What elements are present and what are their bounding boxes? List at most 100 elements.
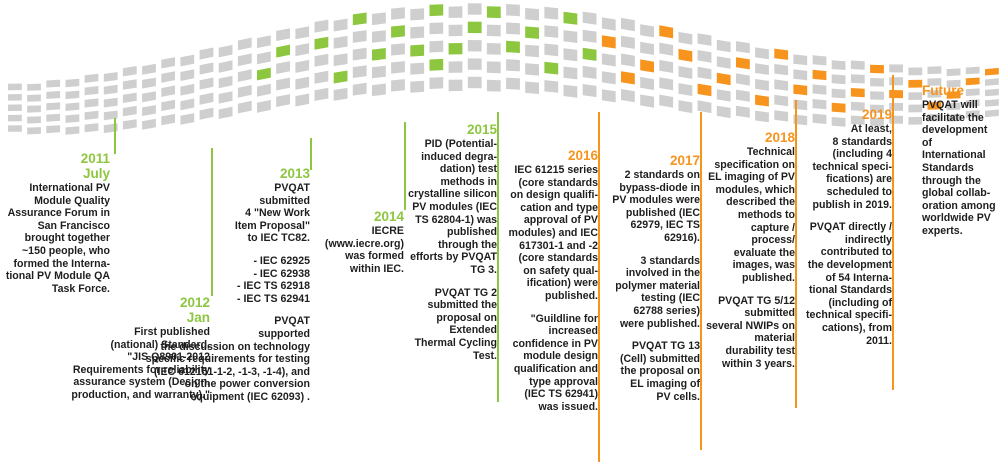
ribbon-tile-gray: [812, 99, 827, 110]
ribbon-tile-gray: [122, 66, 137, 77]
ribbon-tile-gray: [180, 83, 195, 96]
entry-2011: 2011 July International PV Module Qualit…: [0, 151, 110, 295]
text2-2015: PVQAT TG 2 submitted the proposal on Ext…: [414, 286, 497, 362]
ribbon-tile-gray: [659, 42, 674, 56]
entry-2012: 2012 Jan First published (national) Stan…: [0, 295, 210, 402]
ribbon-tile-gray: [429, 77, 444, 89]
ribbon-tile-gray: [812, 55, 827, 66]
ribbon-tile-gray: [544, 80, 559, 93]
ribbon-tile-gray: [946, 79, 961, 88]
ribbon-tile-gray: [448, 24, 463, 37]
ribbon-tile-gray: [372, 30, 386, 43]
ribbon-tile-gray: [237, 53, 252, 67]
ribbon-tile-gray: [352, 82, 367, 96]
ribbon-tile-orange: [908, 79, 923, 88]
ribbon-tile-gray: [103, 72, 118, 82]
ribbon-tile-gray: [122, 79, 137, 90]
ribbon-tile-gray: [755, 47, 769, 60]
ribbon-tile-gray: [927, 78, 942, 86]
ribbon-tile-gray: [448, 6, 463, 18]
text2-2013: PVQAT supported the discussion on techno…: [145, 315, 310, 403]
ribbon-tile-gray: [486, 79, 501, 92]
ribbon-tile-gray: [142, 77, 156, 89]
ribbon-tile-gray: [946, 68, 961, 77]
ribbon-tile-green: [563, 11, 578, 25]
ribbon-tile-orange: [812, 69, 827, 81]
ribbon-tile-gray: [946, 102, 961, 111]
ribbon-tile-gray: [8, 114, 22, 122]
ribbon-tile-gray: [84, 123, 99, 133]
ribbon-tile-gray: [448, 79, 463, 92]
ribbon-tile-gray: [659, 77, 674, 91]
ribbon-tile-gray: [486, 24, 501, 37]
ribbon-tile-gray: [774, 79, 789, 91]
entry-2019: 2019 At least, 8 standards (including 4 …: [782, 107, 892, 347]
ribbon-tile-gray: [352, 65, 367, 78]
ribbon-tile-gray: [103, 97, 118, 108]
text-2013: PVQAT submitted 4 "New Work Item Proposa…: [234, 182, 310, 245]
text-2016: IEC 61215 series (core standards on desi…: [508, 164, 598, 302]
ribbon-tile-gray: [257, 35, 271, 49]
ribbon-tile-gray: [410, 62, 425, 75]
text3-2017: PVQAT TG 13 (Cell) submitted the proposa…: [619, 340, 700, 403]
ribbon-tile-gray: [391, 7, 405, 20]
ribbon-tile-gray: [276, 28, 290, 42]
ribbon-tile-gray: [391, 79, 405, 92]
ribbon-tile-gray: [295, 93, 310, 107]
ribbon-tile-gray: [908, 116, 923, 125]
entry-2017: 2017 2 standards on bypass-diode in PV m…: [590, 153, 700, 403]
ribbon-tile-gray: [276, 77, 290, 91]
ribbon-tile-gray: [333, 53, 348, 67]
ribbon-tile-gray: [697, 100, 712, 114]
ribbon-tile-gray: [314, 53, 329, 67]
ribbon-tile-gray: [544, 6, 559, 20]
ribbon-tile-gray: [372, 12, 386, 26]
entry-2018: 2018 Technical specification on EL imagi…: [685, 130, 795, 370]
ribbon-tile-gray: [601, 71, 616, 85]
ribbon-tile-gray: [736, 73, 750, 86]
year-2014: 2014: [373, 209, 404, 224]
ribbon-tile-gray: [716, 105, 731, 119]
ribbon-tile-gray: [965, 99, 980, 107]
ribbon-tile-gray: [736, 41, 750, 54]
ribbon-tile-orange: [621, 71, 635, 85]
ribbon-tile-gray: [965, 88, 980, 97]
ribbon-tile-gray: [525, 44, 539, 58]
entry-2013: 2013 PVQAT submitted 4 "New Work Item Pr…: [70, 166, 310, 404]
ribbon-tile-gray: [755, 79, 769, 91]
ribbon-tile-gray: [621, 53, 635, 67]
year-2012: 2012: [179, 295, 210, 310]
line-2019: [892, 75, 894, 390]
month-2011: July: [82, 166, 110, 181]
ribbon-tile-gray: [27, 83, 41, 91]
ribbon-tile-gray: [985, 109, 999, 118]
ribbon-tile-green: [467, 21, 482, 34]
ribbon-tile-gray: [889, 64, 903, 73]
ribbon-tile-gray: [793, 54, 808, 66]
entry-2015: 2015 PID (Potential- induced degra- dati…: [357, 122, 497, 362]
ribbon-tile-green: [525, 26, 539, 39]
entry-future: Future PVQAT will facilitate the develop…: [922, 83, 1000, 238]
ribbon-tile-gray: [276, 61, 290, 74]
entry-2014: 2014 IECRE (www.iecre.org) was formed wi…: [284, 209, 404, 275]
ribbon-tile-gray: [640, 76, 654, 91]
year-future: Future: [922, 83, 964, 98]
ribbon-tile-gray: [8, 83, 22, 91]
ribbon-tile-green: [314, 36, 329, 50]
ribbon-tile-gray: [774, 64, 789, 76]
ribbon-tile-gray: [582, 84, 597, 98]
line-2018: [795, 100, 797, 408]
ribbon-tile-gray: [525, 8, 539, 21]
ribbon-tile-gray: [850, 101, 865, 111]
ribbon-tile-gray: [736, 89, 750, 102]
text-2019: At least, 8 standards (including 4 techn…: [812, 123, 892, 211]
ribbon-tile-gray: [237, 69, 252, 82]
ribbon-tile-orange: [678, 48, 693, 62]
ribbon-tile-gray: [678, 31, 693, 45]
ribbon-tile-gray: [544, 25, 559, 38]
ribbon-tile-gray: [621, 35, 635, 49]
ribbon-tile-gray: [582, 11, 597, 25]
ribbon-tile-gray: [218, 106, 233, 119]
text-2015: PID (Potential- induced degra- dation) t…: [408, 138, 497, 276]
ribbon-tile-gray: [429, 40, 444, 53]
